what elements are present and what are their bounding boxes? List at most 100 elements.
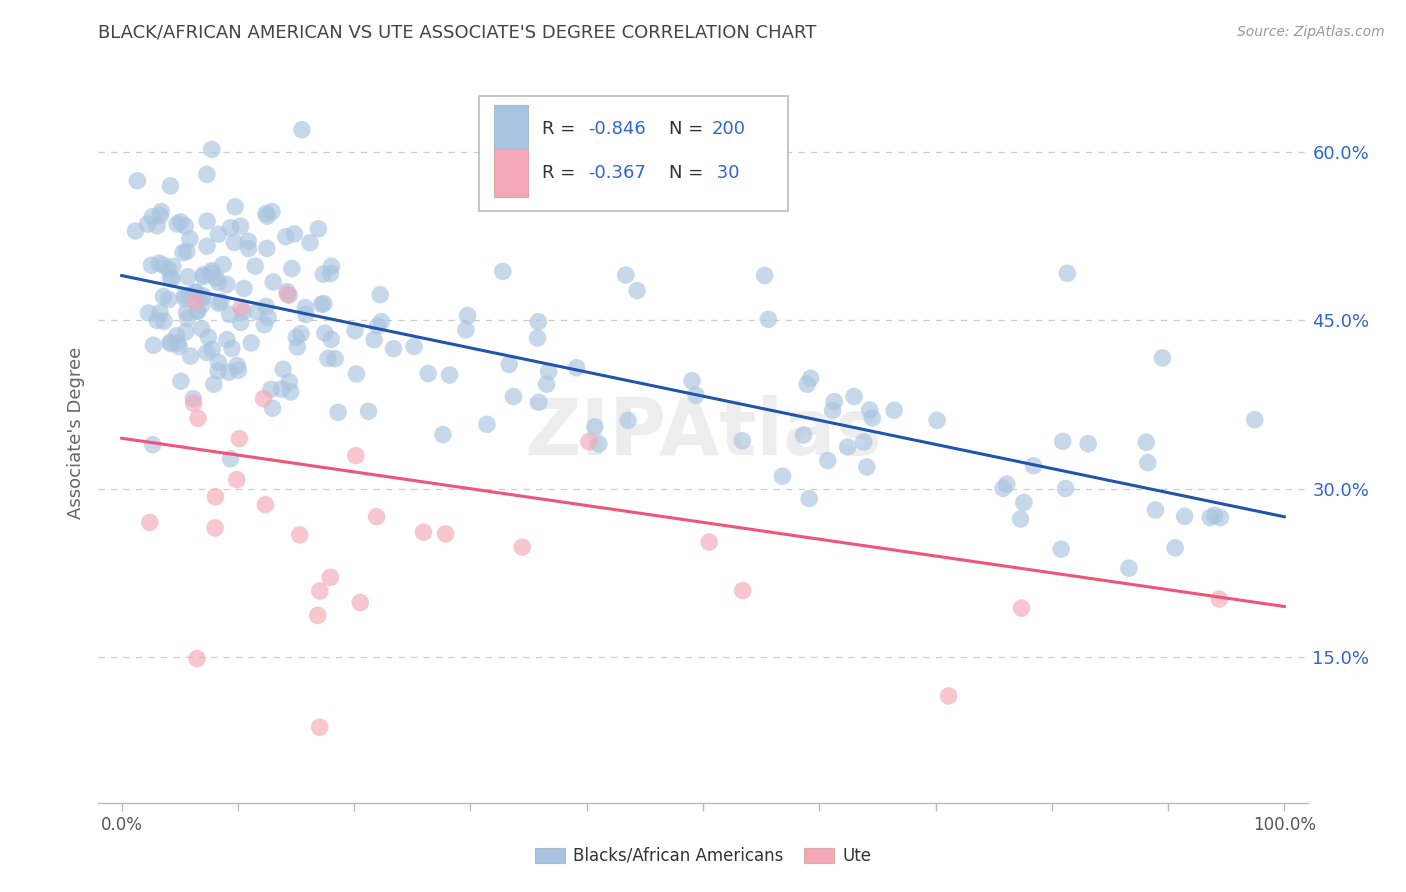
Point <box>142 438 165 452</box>
Point <box>205 271 228 285</box>
Text: R =: R = <box>543 120 581 138</box>
Point <box>157 262 180 277</box>
Point <box>254 206 277 220</box>
Point <box>697 535 720 549</box>
Point <box>215 277 238 292</box>
Point <box>221 342 243 356</box>
Point <box>228 363 250 377</box>
Point <box>316 351 339 366</box>
Text: -0.367: -0.367 <box>588 164 645 183</box>
Point <box>842 390 865 404</box>
Point <box>852 434 875 449</box>
Point <box>1144 503 1167 517</box>
Point <box>995 477 1018 491</box>
Point <box>283 227 305 241</box>
Point <box>796 377 818 392</box>
Point <box>1208 592 1230 607</box>
Point <box>626 284 648 298</box>
Point <box>308 720 330 734</box>
Point <box>225 473 247 487</box>
Point <box>180 349 202 363</box>
Point <box>224 235 246 250</box>
Point <box>253 318 276 332</box>
Point <box>243 259 266 273</box>
Point <box>344 449 367 463</box>
Point <box>256 209 278 223</box>
Point <box>588 437 610 451</box>
Point <box>228 432 250 446</box>
Point <box>617 413 640 427</box>
Bar <box>494 104 527 153</box>
Point <box>174 325 197 339</box>
Point <box>326 405 349 419</box>
Point <box>278 288 301 302</box>
Point <box>274 229 297 244</box>
Point <box>159 334 181 349</box>
Point <box>127 174 149 188</box>
Text: ZIPAtlas: ZIPAtlas <box>524 394 882 471</box>
Point <box>176 305 198 319</box>
Point <box>583 420 606 434</box>
Point <box>212 258 235 272</box>
Point <box>262 275 284 289</box>
Point <box>793 428 815 442</box>
Point <box>991 481 1014 495</box>
Point <box>856 459 879 474</box>
Point <box>167 340 190 354</box>
Point <box>578 434 600 449</box>
Point <box>202 377 225 392</box>
Point <box>526 331 548 345</box>
Point <box>207 275 229 289</box>
Point <box>291 122 314 136</box>
Point <box>685 388 707 402</box>
Point <box>859 403 882 417</box>
Point <box>229 301 252 315</box>
Point <box>173 292 195 306</box>
Point <box>177 311 200 326</box>
Point <box>837 440 859 454</box>
Point <box>246 304 269 318</box>
Point <box>290 326 312 341</box>
Point <box>756 312 779 326</box>
Point <box>434 527 457 541</box>
Point <box>800 371 823 385</box>
Point <box>174 219 197 234</box>
Point <box>254 299 277 313</box>
Point <box>260 204 283 219</box>
Point <box>681 374 703 388</box>
Point <box>276 285 298 299</box>
Point <box>201 264 224 278</box>
Point <box>457 309 479 323</box>
Point <box>141 258 163 272</box>
Point <box>150 204 173 219</box>
Point <box>1022 458 1045 473</box>
Point <box>201 343 224 357</box>
Point <box>224 200 246 214</box>
Point <box>260 383 283 397</box>
Point <box>191 291 214 305</box>
Point <box>1010 512 1032 526</box>
Point <box>157 293 180 307</box>
Point <box>184 285 207 300</box>
Point <box>285 330 308 344</box>
Point <box>510 540 533 554</box>
Point <box>817 453 839 467</box>
Point <box>344 367 367 381</box>
Point <box>307 221 329 235</box>
Text: 30: 30 <box>711 164 740 183</box>
Point <box>136 217 159 231</box>
Point <box>368 287 391 301</box>
Point <box>1054 482 1077 496</box>
Point <box>124 224 146 238</box>
Point <box>238 241 260 255</box>
Point <box>195 168 218 182</box>
Point <box>418 367 440 381</box>
Point <box>187 411 209 425</box>
Point <box>1052 434 1074 449</box>
Point <box>195 345 218 359</box>
Point <box>527 395 550 409</box>
Point <box>186 304 208 318</box>
Point <box>153 314 176 328</box>
Text: N =: N = <box>669 164 709 183</box>
Point <box>159 271 181 285</box>
